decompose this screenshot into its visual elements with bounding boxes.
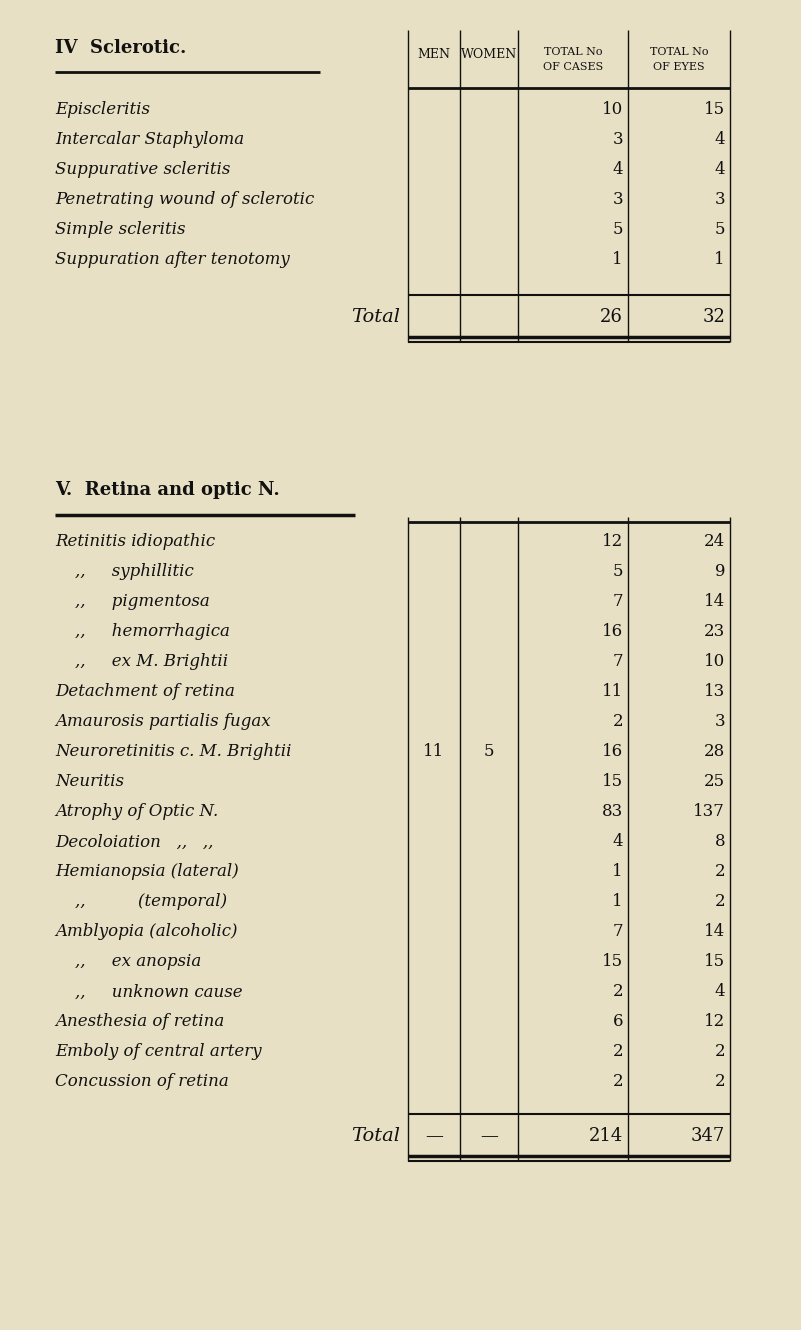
Text: 83: 83	[602, 803, 623, 821]
Text: 7: 7	[613, 653, 623, 670]
Text: 25: 25	[704, 774, 725, 790]
Text: 1: 1	[613, 894, 623, 911]
Text: 5: 5	[613, 222, 623, 238]
Text: —: —	[480, 1127, 498, 1145]
Text: 23: 23	[704, 624, 725, 641]
Text: 5: 5	[613, 564, 623, 580]
Text: Total: Total	[351, 1127, 400, 1145]
Text: 4: 4	[714, 132, 725, 149]
Text: 347: 347	[690, 1127, 725, 1145]
Text: 7: 7	[613, 923, 623, 940]
Text: 26: 26	[600, 309, 623, 326]
Text: TOTAL No: TOTAL No	[544, 47, 602, 57]
Text: 12: 12	[704, 1013, 725, 1031]
Text: Anesthesia of retina: Anesthesia of retina	[55, 1013, 224, 1031]
Text: 1: 1	[714, 251, 725, 269]
Text: 28: 28	[704, 743, 725, 761]
Text: 6: 6	[613, 1013, 623, 1031]
Text: 14: 14	[704, 593, 725, 610]
Text: Amaurosis partialis fugax: Amaurosis partialis fugax	[55, 713, 271, 730]
Text: Neuritis: Neuritis	[55, 774, 124, 790]
Text: 3: 3	[714, 713, 725, 730]
Text: 12: 12	[602, 533, 623, 551]
Text: 5: 5	[484, 743, 494, 761]
Text: 4: 4	[613, 834, 623, 850]
Text: 4: 4	[714, 983, 725, 1000]
Text: 10: 10	[602, 101, 623, 118]
Text: ,,     ex M. Brightii: ,, ex M. Brightii	[75, 653, 228, 670]
Text: 15: 15	[602, 774, 623, 790]
Text: 14: 14	[704, 923, 725, 940]
Text: Retinitis idiopathic: Retinitis idiopathic	[55, 533, 215, 551]
Text: OF CASES: OF CASES	[543, 63, 603, 72]
Text: Episcleritis: Episcleritis	[55, 101, 150, 118]
Text: Decoloiation   ,,   ,,: Decoloiation ,, ,,	[55, 834, 213, 850]
Text: WOMEN: WOMEN	[461, 48, 517, 61]
Text: 2: 2	[714, 894, 725, 911]
Text: Intercalar Staphyloma: Intercalar Staphyloma	[55, 132, 244, 149]
Text: OF EYES: OF EYES	[653, 63, 705, 72]
Text: 15: 15	[704, 954, 725, 971]
Text: 2: 2	[714, 1044, 725, 1060]
Text: ,,     hemorrhagica: ,, hemorrhagica	[75, 624, 230, 641]
Text: 137: 137	[693, 803, 725, 821]
Text: 2: 2	[613, 713, 623, 730]
Text: Amblyopia (alcoholic): Amblyopia (alcoholic)	[55, 923, 238, 940]
Text: 7: 7	[613, 593, 623, 610]
Text: 3: 3	[714, 192, 725, 209]
Text: Suppuration after tenotomy: Suppuration after tenotomy	[55, 251, 290, 269]
Text: 11: 11	[424, 743, 445, 761]
Text: Penetrating wound of sclerotic: Penetrating wound of sclerotic	[55, 192, 314, 209]
Text: 15: 15	[704, 101, 725, 118]
Text: Atrophy of Optic N.: Atrophy of Optic N.	[55, 803, 218, 821]
Text: 24: 24	[704, 533, 725, 551]
Text: 16: 16	[602, 624, 623, 641]
Text: 3: 3	[613, 192, 623, 209]
Text: 2: 2	[714, 863, 725, 880]
Text: —: —	[425, 1127, 443, 1145]
Text: 9: 9	[714, 564, 725, 580]
Text: 11: 11	[602, 684, 623, 701]
Text: Total: Total	[351, 309, 400, 326]
Text: Neuroretinitis c. M. Brightii: Neuroretinitis c. M. Brightii	[55, 743, 292, 761]
Text: ,,     pigmentosa: ,, pigmentosa	[75, 593, 210, 610]
Text: 8: 8	[714, 834, 725, 850]
Text: ,,     syphillitic: ,, syphillitic	[75, 564, 194, 580]
Text: 10: 10	[704, 653, 725, 670]
Text: ,,     ex anopsia: ,, ex anopsia	[75, 954, 201, 971]
Text: Suppurative scleritis: Suppurative scleritis	[55, 161, 231, 178]
Text: 5: 5	[714, 222, 725, 238]
Text: IV  Sclerotic.: IV Sclerotic.	[55, 39, 187, 57]
Text: 16: 16	[602, 743, 623, 761]
Text: Hemianopsia (lateral): Hemianopsia (lateral)	[55, 863, 239, 880]
Text: V.  Retina and optic N.: V. Retina and optic N.	[55, 481, 280, 499]
Text: MEN: MEN	[417, 48, 450, 61]
Text: 3: 3	[613, 132, 623, 149]
Text: 4: 4	[613, 161, 623, 178]
Text: 2: 2	[613, 983, 623, 1000]
Text: 13: 13	[704, 684, 725, 701]
Text: ,,     unknown cause: ,, unknown cause	[75, 983, 243, 1000]
Text: Concussion of retina: Concussion of retina	[55, 1073, 229, 1091]
Text: Detachment of retina: Detachment of retina	[55, 684, 235, 701]
Text: ,,          (temporal): ,, (temporal)	[75, 894, 227, 911]
Text: 32: 32	[702, 309, 725, 326]
Text: 2: 2	[613, 1044, 623, 1060]
Text: TOTAL No: TOTAL No	[650, 47, 708, 57]
Text: Simple scleritis: Simple scleritis	[55, 222, 186, 238]
Text: 2: 2	[613, 1073, 623, 1091]
Text: 4: 4	[714, 161, 725, 178]
Text: 15: 15	[602, 954, 623, 971]
Text: Emboly of central artery: Emboly of central artery	[55, 1044, 262, 1060]
Text: 1: 1	[613, 251, 623, 269]
Text: 1: 1	[613, 863, 623, 880]
Text: 214: 214	[589, 1127, 623, 1145]
Text: 2: 2	[714, 1073, 725, 1091]
